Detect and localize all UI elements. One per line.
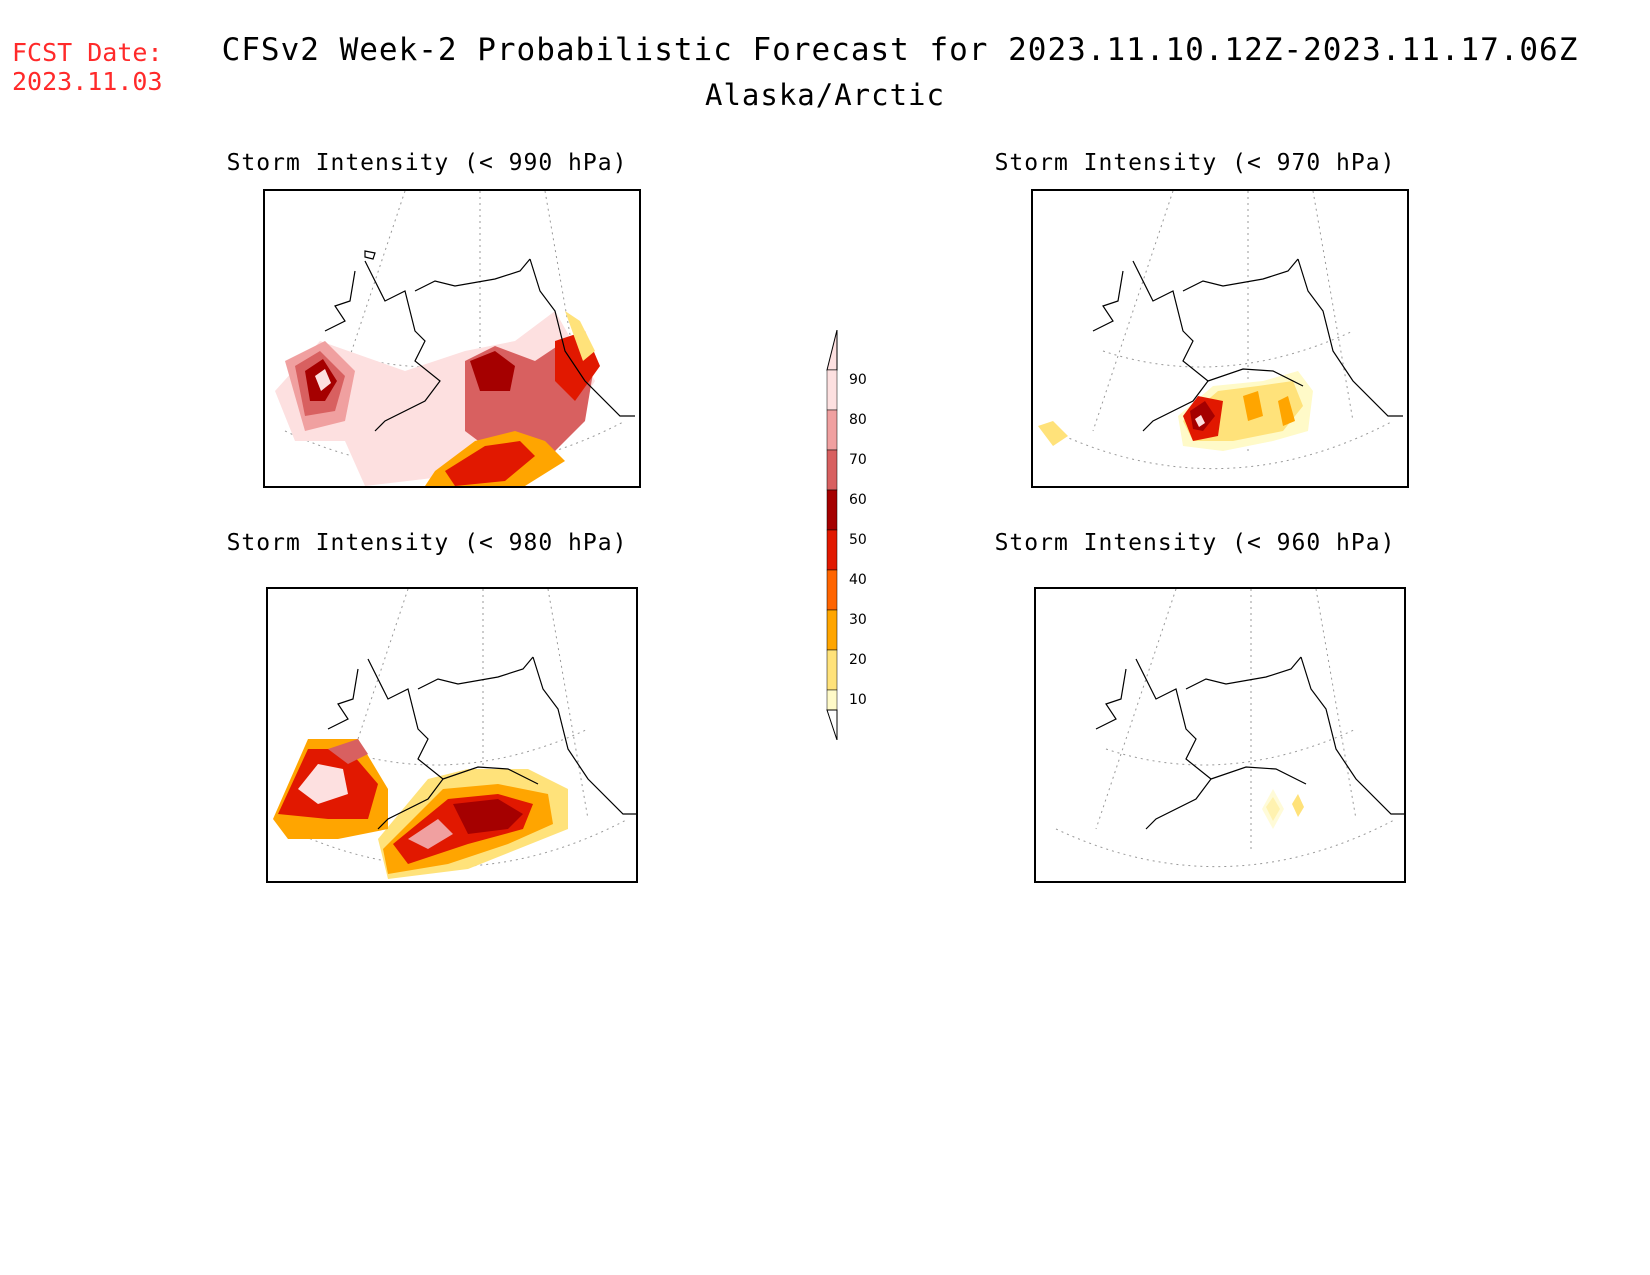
map-panel-960 (1034, 587, 1406, 883)
panel-title-960: Storm Intensity (< 960 hPa) (994, 530, 1396, 556)
panel-title-990: Storm Intensity (< 990 hPa) (226, 150, 628, 176)
map-panel-970 (1031, 189, 1409, 488)
map-980 (273, 589, 636, 879)
coastline (1092, 258, 1403, 432)
forecast-date-value: 2023.11.03 (12, 67, 163, 96)
legend-label-60: 60 (849, 492, 867, 508)
page-subtitle: Alaska/Arctic (705, 78, 945, 112)
coastline (327, 656, 636, 830)
legend-label-70: 70 (849, 452, 867, 468)
legend-label-50: 50 (849, 532, 867, 548)
map-panel-980 (266, 587, 638, 883)
legend-label-10: 10 (849, 692, 867, 708)
probability-shading-990 (275, 311, 600, 486)
grid-lines (1055, 589, 1397, 868)
probability-shading-960 (1262, 789, 1304, 829)
coastline (324, 250, 635, 432)
coastline (1095, 656, 1404, 830)
probability-shading-980 (273, 739, 568, 879)
legend-label-80: 80 (849, 412, 867, 428)
panel-title-970: Storm Intensity (< 970 hPa) (994, 150, 1396, 176)
probability-shading-970 (1038, 371, 1313, 451)
page-title: CFSv2 Week-2 Probabilistic Forecast for … (221, 32, 1579, 68)
map-970 (1038, 191, 1403, 470)
legend-label-40: 40 (849, 572, 867, 588)
forecast-date-label: FCST Date: (12, 38, 163, 67)
map-panel-990 (263, 189, 641, 488)
legend-label-90: 90 (849, 372, 867, 388)
legend-label-20: 20 (849, 652, 867, 668)
map-960 (1055, 589, 1404, 868)
forecast-date: FCST Date: 2023.11.03 (12, 38, 163, 96)
panel-title-980: Storm Intensity (< 980 hPa) (226, 530, 628, 556)
color-legend: 90 80 70 60 50 40 30 20 10 (815, 330, 875, 740)
legend-label-30: 30 (849, 612, 867, 628)
legend-colorbar (826, 330, 838, 740)
map-990 (275, 191, 635, 486)
